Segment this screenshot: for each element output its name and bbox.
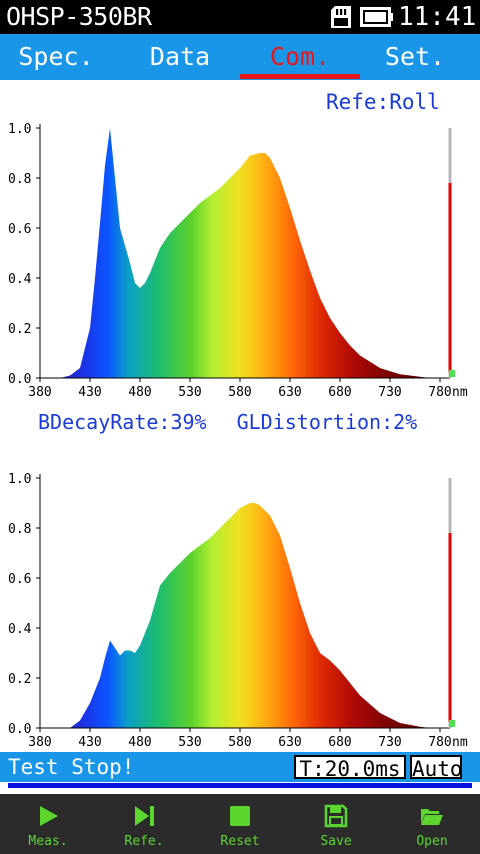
x-tick-label: 680	[328, 735, 351, 750]
x-tick-label: 730	[378, 385, 401, 400]
x-tick-label: 630	[278, 385, 301, 400]
x-tick-label: 480	[128, 735, 151, 750]
y-tick-label: 0.6	[8, 572, 31, 587]
clock: 11:41	[398, 2, 477, 32]
y-tick-label: 1.0	[8, 122, 31, 137]
tab-com[interactable]: Com.	[269, 42, 331, 71]
spectrum-area	[40, 128, 440, 378]
save-icon	[324, 804, 348, 828]
play-icon	[40, 806, 58, 826]
reference-spectrum-chart: 0.0 0.2 0.4 0.6 0.8 1.0 380 430 480 530 580 630 680 7…	[8, 122, 468, 400]
gl-distortion: GLDistortion:2%	[236, 410, 418, 434]
level-meter-base	[449, 370, 455, 377]
x-tick-label: 430	[78, 735, 101, 750]
x-tick-label: 530	[178, 735, 201, 750]
save-label: Save	[320, 834, 352, 849]
x-tick-label: 380	[28, 735, 51, 750]
reference-button[interactable]: Refe.	[96, 794, 192, 854]
measure-button[interactable]: Meas.	[0, 794, 96, 854]
blue-decay-rate: BDecayRate:39%	[38, 410, 207, 434]
skip-icon	[135, 806, 154, 826]
x-tick-label: 430	[78, 385, 101, 400]
tab-set[interactable]: Set.	[384, 42, 446, 71]
y-tick-label: 0.8	[8, 172, 31, 187]
y-tick-label: 0.0	[8, 722, 31, 737]
open-label: Open	[416, 834, 448, 849]
battery-icon	[360, 7, 393, 27]
tab-bar: Spec. Data Com. Set.	[0, 34, 480, 80]
y-tick-label: 0.0	[8, 372, 31, 387]
x-tick-label: 780	[428, 735, 451, 750]
sd-card-icon	[331, 6, 351, 28]
reference-label-btn: Refe.	[124, 834, 164, 849]
y-tick-label: 0.2	[8, 672, 31, 687]
x-tick-label: 580	[228, 385, 251, 400]
active-tab-indicator	[240, 74, 360, 79]
integration-time-field[interactable]: T:20.0ms	[294, 755, 406, 781]
folder-open-icon	[421, 809, 443, 825]
open-button[interactable]: Open	[384, 794, 480, 854]
measure-label: Meas.	[28, 834, 68, 849]
stop-icon	[230, 806, 250, 826]
x-unit-label: nm	[452, 735, 468, 750]
comparison-metrics: BDecayRate:39% GLDistortion:2%	[38, 410, 447, 434]
status-line: Test Stop! T:20.0ms Auto	[0, 752, 480, 782]
status-bar: OHSP-350BR 11:41	[0, 0, 480, 34]
x-tick-label: 730	[378, 735, 401, 750]
device-name: OHSP-350BR	[6, 2, 152, 31]
x-unit-label: nm	[452, 385, 468, 400]
x-tick-label: 680	[328, 385, 351, 400]
reset-button[interactable]: Reset	[192, 794, 288, 854]
save-button[interactable]: Save	[288, 794, 384, 854]
x-tick-label: 530	[178, 385, 201, 400]
y-tick-label: 1.0	[8, 472, 31, 487]
x-tick-label: 780	[428, 385, 451, 400]
tab-data[interactable]: Data	[149, 42, 211, 71]
y-tick-label: 0.2	[8, 322, 31, 337]
level-meter-base	[449, 720, 455, 727]
tab-spec[interactable]: Spec.	[18, 42, 94, 71]
progress-bar	[8, 783, 472, 788]
spectrum-area	[40, 503, 440, 728]
x-tick-label: 380	[28, 385, 51, 400]
current-spectrum-chart: 0.0 0.2 0.4 0.6 0.8 1.0 380 430 480 530 580 630 680 7…	[8, 472, 468, 750]
y-tick-label: 0.4	[8, 622, 32, 637]
y-tick-label: 0.4	[8, 272, 32, 287]
reference-label: Refe:Roll	[326, 90, 440, 114]
y-tick-label: 0.6	[8, 222, 31, 237]
mode-toggle[interactable]: Auto	[410, 755, 463, 781]
status-message: Test Stop!	[8, 755, 135, 779]
reset-label: Reset	[220, 834, 260, 849]
y-tick-label: 0.8	[8, 522, 31, 537]
x-tick-label: 630	[278, 735, 301, 750]
bottom-toolbar: Meas. Refe. Reset Save Open	[0, 794, 480, 854]
x-tick-label: 480	[128, 385, 151, 400]
x-tick-label: 580	[228, 735, 251, 750]
